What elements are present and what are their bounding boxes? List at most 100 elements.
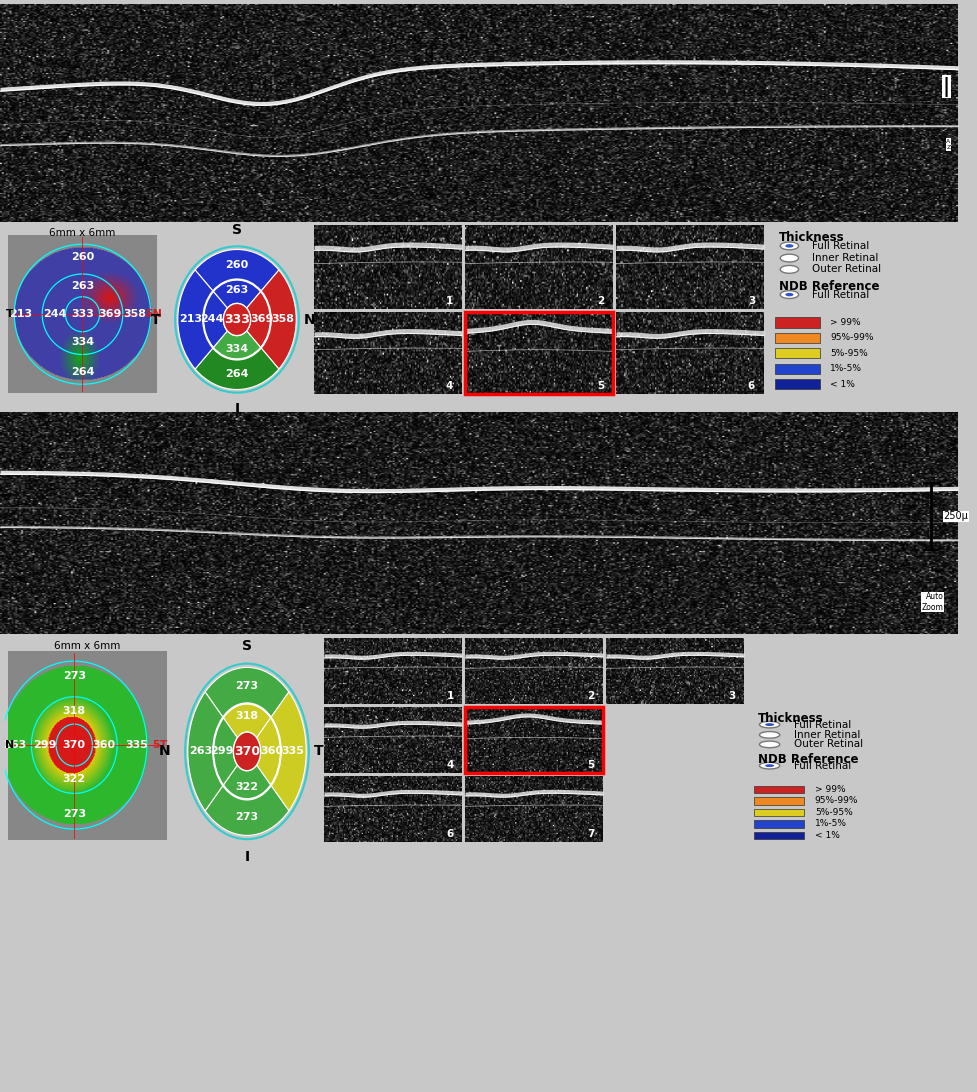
Text: 333: 333 [224,313,250,327]
Text: N: N [158,745,170,759]
Bar [775,318,819,328]
Text: 6mm x 6mm: 6mm x 6mm [55,641,120,651]
Text: 213: 213 [9,309,32,319]
Wedge shape [195,249,278,292]
Text: T: T [314,745,322,759]
Wedge shape [246,292,270,347]
Wedge shape [223,704,271,738]
Circle shape [764,764,774,767]
Text: 360: 360 [93,740,115,750]
Text: NDB Reference: NDB Reference [757,753,858,767]
Text: S: S [232,223,241,237]
Text: 264: 264 [225,369,248,379]
Text: 273: 273 [63,809,86,819]
Text: < 1%: < 1% [829,380,854,389]
Bar [775,348,819,358]
Wedge shape [260,270,296,369]
Text: 264: 264 [70,367,94,377]
Bar [753,809,803,816]
Text: 263: 263 [3,740,26,750]
Wedge shape [178,270,213,369]
Circle shape [780,265,798,273]
Text: Auto
Zoom: Auto Zoom [920,592,943,612]
Circle shape [780,254,798,262]
Text: 213: 213 [179,314,202,324]
Wedge shape [256,717,280,785]
Text: 318: 318 [235,711,258,721]
Circle shape [759,722,779,728]
Text: 4: 4 [446,381,452,391]
Text: NDB Reference: NDB Reference [779,280,878,293]
Circle shape [223,304,250,335]
Text: 95%-99%: 95%-99% [814,796,858,806]
Text: 299: 299 [33,740,57,750]
Text: Outer Retinal: Outer Retinal [811,264,880,274]
Text: < 1%: < 1% [814,831,839,840]
Text: 260: 260 [70,251,94,261]
Text: |: | [942,76,949,97]
Text: Inner Retinal: Inner Retinal [811,253,877,263]
Bar [775,364,819,373]
Bar [753,785,803,793]
Text: 244: 244 [43,309,66,319]
Wedge shape [213,281,260,308]
Text: 322: 322 [235,782,258,792]
Text: N: N [5,740,15,750]
Text: 4: 4 [446,760,453,770]
Text: T: T [6,309,14,319]
Text: 2: 2 [596,296,604,306]
Wedge shape [205,667,288,717]
Circle shape [780,242,798,250]
Circle shape [785,293,792,296]
Text: 318: 318 [63,707,86,716]
Text: S: S [241,639,252,653]
Text: 6: 6 [446,829,453,840]
Text: 263: 263 [70,282,94,292]
Text: Inner Retinal: Inner Retinal [793,729,860,740]
Circle shape [780,290,798,298]
Circle shape [234,732,260,771]
Text: Full Retinal: Full Retinal [811,289,869,299]
Text: 260: 260 [225,260,248,270]
Text: Full Retinal: Full Retinal [793,761,851,771]
Text: 95%-99%: 95%-99% [829,333,872,343]
Text: 333: 333 [71,309,94,319]
Text: 358: 358 [123,309,147,319]
Text: T: T [150,312,160,327]
Text: Full Retinal: Full Retinal [811,241,869,251]
Text: 358: 358 [272,314,294,324]
Circle shape [759,741,779,748]
Text: 334: 334 [71,337,94,347]
Text: Outer Retinal: Outer Retinal [793,739,863,749]
Text: 369: 369 [99,309,122,319]
Text: 5%-95%: 5%-95% [829,349,867,358]
Text: > 99%: > 99% [829,318,860,327]
Text: 244: 244 [200,314,224,324]
Bar [775,379,819,390]
Circle shape [759,732,779,738]
Bar [775,333,819,343]
Text: 5%-95%: 5%-95% [814,808,852,817]
Text: 5: 5 [596,381,604,391]
Wedge shape [223,765,271,798]
Text: 273: 273 [63,670,86,680]
Text: 263: 263 [189,747,212,757]
Text: A
Z: A Z [946,139,950,150]
Text: I: I [244,850,249,864]
Text: 334: 334 [226,344,248,354]
Text: 5N: 5N [146,309,162,319]
Text: 2: 2 [587,691,594,701]
Text: 299: 299 [210,747,234,757]
Text: 3: 3 [747,296,754,306]
Bar [753,832,803,840]
Bar [753,820,803,828]
Text: 273: 273 [235,812,258,822]
Text: I: I [234,402,239,416]
Text: 6mm x 6mm: 6mm x 6mm [49,227,115,238]
Bar [753,797,803,805]
Text: 263: 263 [225,285,248,295]
Text: 273: 273 [235,680,258,691]
Text: 1%-5%: 1%-5% [829,365,862,373]
Text: 335: 335 [125,740,149,750]
Wedge shape [203,292,227,347]
